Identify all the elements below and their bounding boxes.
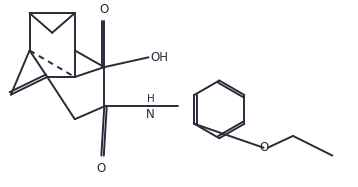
Text: O: O (100, 3, 109, 16)
Text: O: O (97, 162, 106, 175)
Text: H: H (147, 94, 154, 104)
Text: O: O (259, 141, 268, 154)
Text: OH: OH (150, 51, 168, 64)
Text: N: N (146, 108, 155, 121)
